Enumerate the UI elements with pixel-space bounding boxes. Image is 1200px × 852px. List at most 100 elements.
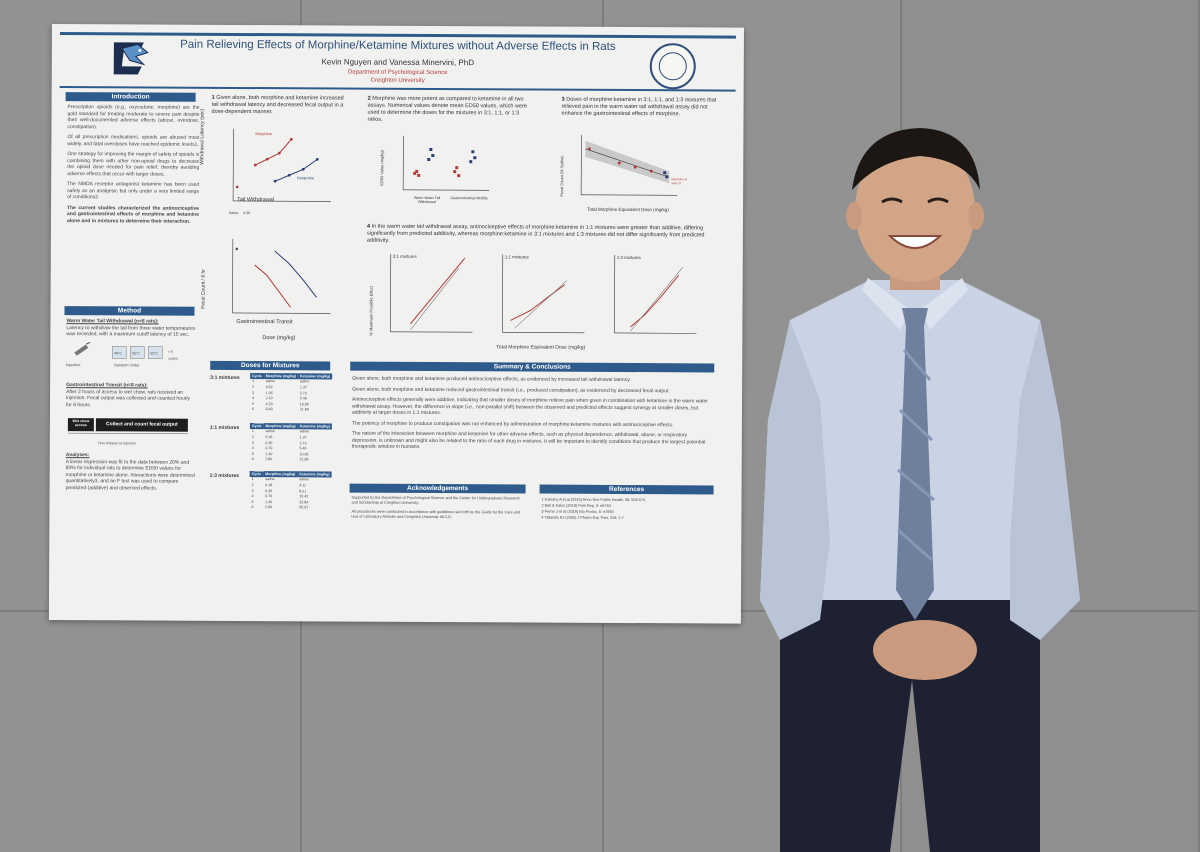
table-cell: 6 — [251, 505, 254, 510]
analyses-text: Analyses: A linear regression was fit to… — [66, 452, 198, 492]
poster-affiliation: Department of Psychological Science Crei… — [162, 68, 634, 86]
wet-chow-bar: Wet chow access — [67, 418, 94, 432]
fig1-caption-text: Given alone, both morphine and ketamine … — [211, 94, 344, 116]
fig1-ylabel-bottom: Fecal Count / 6 hr — [200, 269, 207, 309]
acknowledgements-text: Supported by the Department of Psycholog… — [351, 496, 525, 525]
dose-group-label: 3:1 mixtures — [210, 374, 240, 381]
summary-paragraph: Given alone, both morphine and ketamine … — [352, 386, 670, 394]
injection-label: Injection — [66, 363, 81, 368]
temp-label: 50°C — [132, 351, 140, 356]
table-cell: Cycle — [249, 423, 264, 429]
analyses-body: A linear regression was fit to the data … — [65, 458, 195, 492]
table-cell: 21.89 — [299, 407, 309, 412]
gi-body: After 2 hours of access to wet chow, rat… — [65, 388, 191, 408]
fig1-top-plot — [232, 128, 332, 202]
ack-paragraph: All procedures were conducted in accorda… — [351, 509, 521, 520]
reference-item: 4 Tallarida RJ (2006) J Pharm Exp Ther, … — [541, 515, 624, 521]
collect-bar: Collect and count fecal output — [95, 418, 188, 432]
fig1-morphine-label: Morphine — [255, 131, 273, 137]
poster-authors: Kevin Nguyen and Vanessa Minervini, PhD — [321, 57, 475, 68]
fig2-ylabel: ED50 Value (mg/kg) — [379, 149, 385, 186]
beaker-icon — [111, 346, 163, 359]
face — [855, 138, 975, 282]
fig3-caption: 3 Doses of morphine:ketamine in 3:1, 1:1… — [562, 97, 722, 119]
fig1-ketamine-label: Ketamine — [297, 175, 315, 181]
fig3-caption-text: Doses of morphine:ketamine in 3:1, 1:1, … — [561, 96, 717, 118]
references-list: 1 Kolodny A et al (2015) Annu Rev Public… — [541, 497, 713, 522]
fig3-number: 3 — [561, 96, 565, 103]
summary-paragraph: Antinociceptive effects generally were a… — [351, 396, 708, 417]
fig1-xticks: Saline 0.56 — [229, 210, 250, 216]
doses-header: Doses for Mixtures — [210, 360, 331, 371]
ack-paragraph: Supported by the Department of Psycholog… — [351, 495, 520, 505]
table-row: 6 8.40 21.89 — [250, 407, 332, 413]
table-cell: 8.40 — [265, 407, 273, 412]
fig1-xlabel: Dose (mg/kg) — [262, 335, 296, 342]
fig3-xlabel: Total Morphine Equivalent Dose (mg/kg) — [587, 206, 669, 213]
fig2-cat: Warm Water Tail Withdrawal — [413, 195, 441, 205]
poster-title: Pain Relieving Effects of Morphine/Ketam… — [180, 38, 616, 53]
acknowledgements-header: Acknowledgements — [349, 483, 526, 494]
bluejay-logo-icon — [113, 42, 149, 75]
summary-header: Summary & Conclusions — [350, 361, 715, 373]
summary-paragraph: Given alone, both morphine and ketamine … — [352, 375, 631, 384]
summary-paragraph: The nature of the interaction between mo… — [351, 430, 706, 450]
table-cell: 2.80 — [265, 505, 273, 510]
table-row: 6 2.80 65.67 — [249, 505, 331, 511]
fig3-ylabel: Fecal Count (% Saline) — [559, 155, 565, 197]
fig1-number: 1 — [211, 94, 215, 101]
intro-paragraph: The NMDA receptor antagonist ketamine ha… — [67, 181, 200, 201]
introduction-text: Prescription opioids (e.g., oxycodone, m… — [67, 104, 200, 229]
fig1-panel-bottom: Gastrointestinal Transit — [236, 318, 293, 326]
fig4-panel-title: 3:1 mixtures — [392, 253, 417, 259]
poster-header-rule — [59, 86, 736, 92]
method-header: Method — [64, 306, 195, 316]
clasped-hands — [873, 620, 977, 680]
fig4-panel-title: 1:3 mixtures — [616, 254, 641, 261]
table-cell: 2.80 — [265, 457, 273, 462]
introduction-header: Introduction — [65, 92, 196, 102]
fig1-ylabel-top: Withdrawal Latency (sec) — [199, 108, 206, 165]
fig4-caption: 4 In the warm water tail withdrawal assa… — [367, 224, 727, 247]
table-cell: 65.67 — [299, 505, 309, 510]
gi-text: Gastrointestinal Transit (n=8 rats): Aft… — [66, 382, 196, 409]
fig4-plot — [502, 254, 585, 334]
university: Creighton University — [370, 77, 425, 84]
references-header: References — [539, 484, 714, 495]
presenter-person — [760, 128, 1080, 852]
fig2-number: 2 — [367, 95, 371, 102]
fig1-panel-top: Tail Withdrawal — [237, 196, 275, 204]
time-axis — [67, 432, 188, 434]
university-seal-icon — [649, 43, 696, 90]
fig2-caption: 2 Morphine was more potent as compared t… — [367, 96, 527, 125]
fig3-plot — [580, 134, 678, 196]
fig3-legend: Morphine at 95% CI — [671, 177, 688, 186]
method-text: Warm Water Tail Withdrawal (n=8 rats): L… — [66, 318, 196, 338]
table-cell: 6 — [251, 407, 254, 412]
syringe-icon — [74, 342, 91, 356]
temp-label: 40°C — [114, 351, 122, 356]
random-order-label: Random Order — [114, 363, 140, 368]
table-cell: Cycle — [249, 471, 264, 477]
summary-paragraph: The potency of morphine to produce const… — [351, 420, 674, 428]
intro-paragraph: Prescription opioids (e.g., oxycodone, m… — [67, 104, 200, 130]
fig2-cat: Gastrointestinal Motility — [450, 196, 488, 201]
fig4-plot — [614, 254, 697, 334]
fig2-plot — [402, 135, 490, 191]
intro-paragraph: One strategy for improving the margin of… — [67, 151, 200, 178]
fig1-caption: 1 Given alone, both morphine and ketamin… — [212, 95, 352, 117]
intro-paragraph: The current studies characterized the an… — [66, 204, 200, 225]
fig4-caption-text: In the warm water tail withdrawal assay,… — [366, 223, 705, 244]
research-poster: Pain Relieving Effects of Morphine/Ketam… — [48, 24, 744, 624]
fig4-xlabel: Total Morphine Equivalent Dose (mg/kg) — [496, 344, 586, 351]
fig2-caption-text: Morphine was more potent as compared to … — [367, 95, 527, 123]
table-cell: 21.89 — [299, 457, 309, 462]
fig1-bottom-plot — [232, 238, 331, 314]
summary-text: Given alone, both morphine and ketamine … — [352, 376, 714, 456]
hair — [852, 128, 980, 190]
ww-body: Latency to withdraw the tail from three … — [66, 324, 196, 338]
fig4-plot — [390, 253, 473, 333]
temp-label: 55°C — [150, 351, 158, 356]
cycles-label: x 6 cycles — [168, 349, 178, 361]
